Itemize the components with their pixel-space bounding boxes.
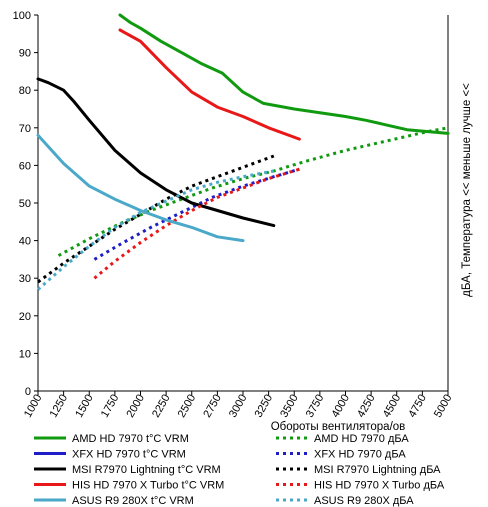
legend-label-2: AMD HD 7970 дБА bbox=[314, 433, 409, 445]
x-tick-label: 1750 bbox=[99, 393, 122, 420]
x-tick-label: 4750 bbox=[406, 393, 429, 420]
y-tick-label: 30 bbox=[19, 273, 31, 285]
legend: AMD HD 7970 t°C VRM AMD HD 7970 дБА XFX HD… bbox=[34, 433, 445, 507]
x-tick-label: 3500 bbox=[278, 393, 301, 420]
x-tick-label: 2500 bbox=[176, 393, 199, 420]
legend-label-9: ASUS R9 280X t°C VRM bbox=[72, 495, 194, 507]
y-tick-label: 70 bbox=[19, 123, 31, 135]
legend-label-3: XFX HD 7970 t°C VRM bbox=[72, 449, 186, 461]
legend-label-5: MSI R7970 Lightning t°C VRM bbox=[72, 464, 221, 476]
x-tick-label: 3000 bbox=[227, 393, 250, 420]
y-tick-label: 0 bbox=[25, 386, 31, 398]
y-tick-label: 90 bbox=[19, 48, 31, 60]
x-tick-label: 4250 bbox=[355, 393, 378, 420]
y-tick-label: 60 bbox=[19, 160, 31, 172]
y-tick-label: 100 bbox=[13, 10, 31, 22]
x-tick-label: 1250 bbox=[48, 393, 71, 420]
y-tick-label: 10 bbox=[19, 348, 31, 360]
x-tick-label: 5000 bbox=[432, 393, 455, 420]
legend-label-7: HIS HD 7970 X Turbo t°C VRM bbox=[72, 480, 224, 492]
series-line-8 bbox=[93, 167, 300, 280]
series-layer bbox=[36, 13, 450, 291]
x-tick-label: 3750 bbox=[304, 393, 327, 420]
x-tick-label: 2000 bbox=[124, 393, 147, 420]
legend-label-4: XFX HD 7970 дБА bbox=[314, 449, 406, 461]
legend-label-1: AMD HD 7970 t°C VRM bbox=[72, 433, 189, 445]
series-line-4 bbox=[93, 167, 300, 261]
series-line-2 bbox=[57, 126, 449, 257]
x-tick-label: 4000 bbox=[329, 393, 352, 420]
x-tick-label: 2750 bbox=[201, 393, 224, 420]
x-tick-label: 2250 bbox=[150, 393, 173, 420]
x-tick-label: 3250 bbox=[253, 393, 276, 420]
y-tick-label: 40 bbox=[19, 236, 31, 248]
series-line-6 bbox=[37, 154, 275, 284]
series-line-5 bbox=[36, 77, 276, 228]
y-tick-label: 80 bbox=[19, 85, 31, 97]
x-tick-label: 1500 bbox=[73, 393, 96, 420]
legend-label-10: ASUS R9 280X дБА bbox=[314, 495, 414, 507]
legend-label-6: MSI R7970 Lightning дБА bbox=[314, 464, 441, 476]
y-axis-title: дБА, Температура << меньше лучше << bbox=[461, 83, 473, 297]
y-tick-label: 20 bbox=[19, 311, 31, 323]
x-axis-title: Обороты вентилятора/ов bbox=[271, 421, 406, 433]
y-tick-label: 50 bbox=[19, 198, 31, 210]
series-line-9 bbox=[36, 133, 245, 243]
series-line-7 bbox=[118, 28, 301, 141]
legend-label-8: HIS HD 7970 X Turbo дБА bbox=[314, 480, 445, 492]
series-line-10 bbox=[37, 169, 275, 291]
series-line-1 bbox=[118, 13, 450, 135]
x-tick-label: 4500 bbox=[381, 393, 404, 420]
